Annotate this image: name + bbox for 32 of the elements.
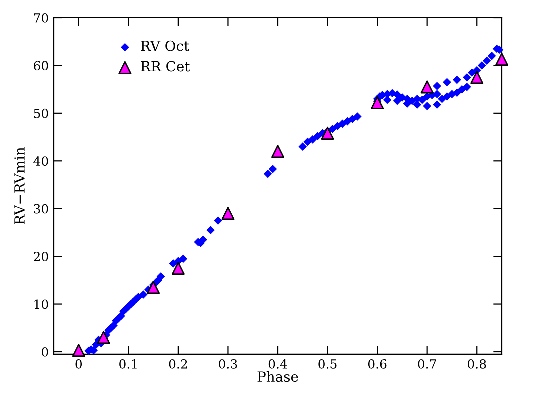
y-tick-label: 70 (34, 13, 48, 23)
point (222, 207, 235, 220)
point (321, 126, 334, 140)
point (420, 80, 434, 94)
point (172, 262, 185, 276)
y-tick-label: 20 (34, 252, 48, 262)
y-tick-label: 40 (34, 156, 48, 166)
legend-label: RR Cet (141, 61, 190, 72)
x-tick-label: 0.4 (268, 359, 288, 369)
y-tick-label: 60 (34, 61, 48, 71)
x-axis-title: Phase (258, 371, 298, 382)
x-tick-label: 0.6 (368, 359, 387, 369)
x-tick-label: 0.7 (418, 359, 436, 369)
y-tick-label: 30 (34, 204, 48, 214)
x-tick-label: 0 (76, 359, 82, 369)
point (371, 96, 384, 110)
point (147, 281, 160, 294)
x-tick-label: 0.2 (169, 359, 188, 369)
x-tick-label: 0.3 (219, 359, 238, 369)
y-tick-label: 50 (34, 108, 48, 118)
point (271, 145, 285, 158)
legend-label: RV Oct (141, 40, 190, 52)
x-tick-label: 0.5 (318, 359, 337, 369)
y-axis-title: RV−RVmin (14, 148, 25, 225)
point (495, 53, 509, 66)
y-tick-label: 10 (34, 300, 48, 310)
y-tick-label: 0 (42, 347, 48, 357)
point (72, 344, 86, 358)
x-tick-label: 0.8 (468, 359, 486, 369)
point (470, 71, 484, 84)
x-tick-label: 0.1 (120, 359, 137, 369)
point (97, 331, 110, 344)
